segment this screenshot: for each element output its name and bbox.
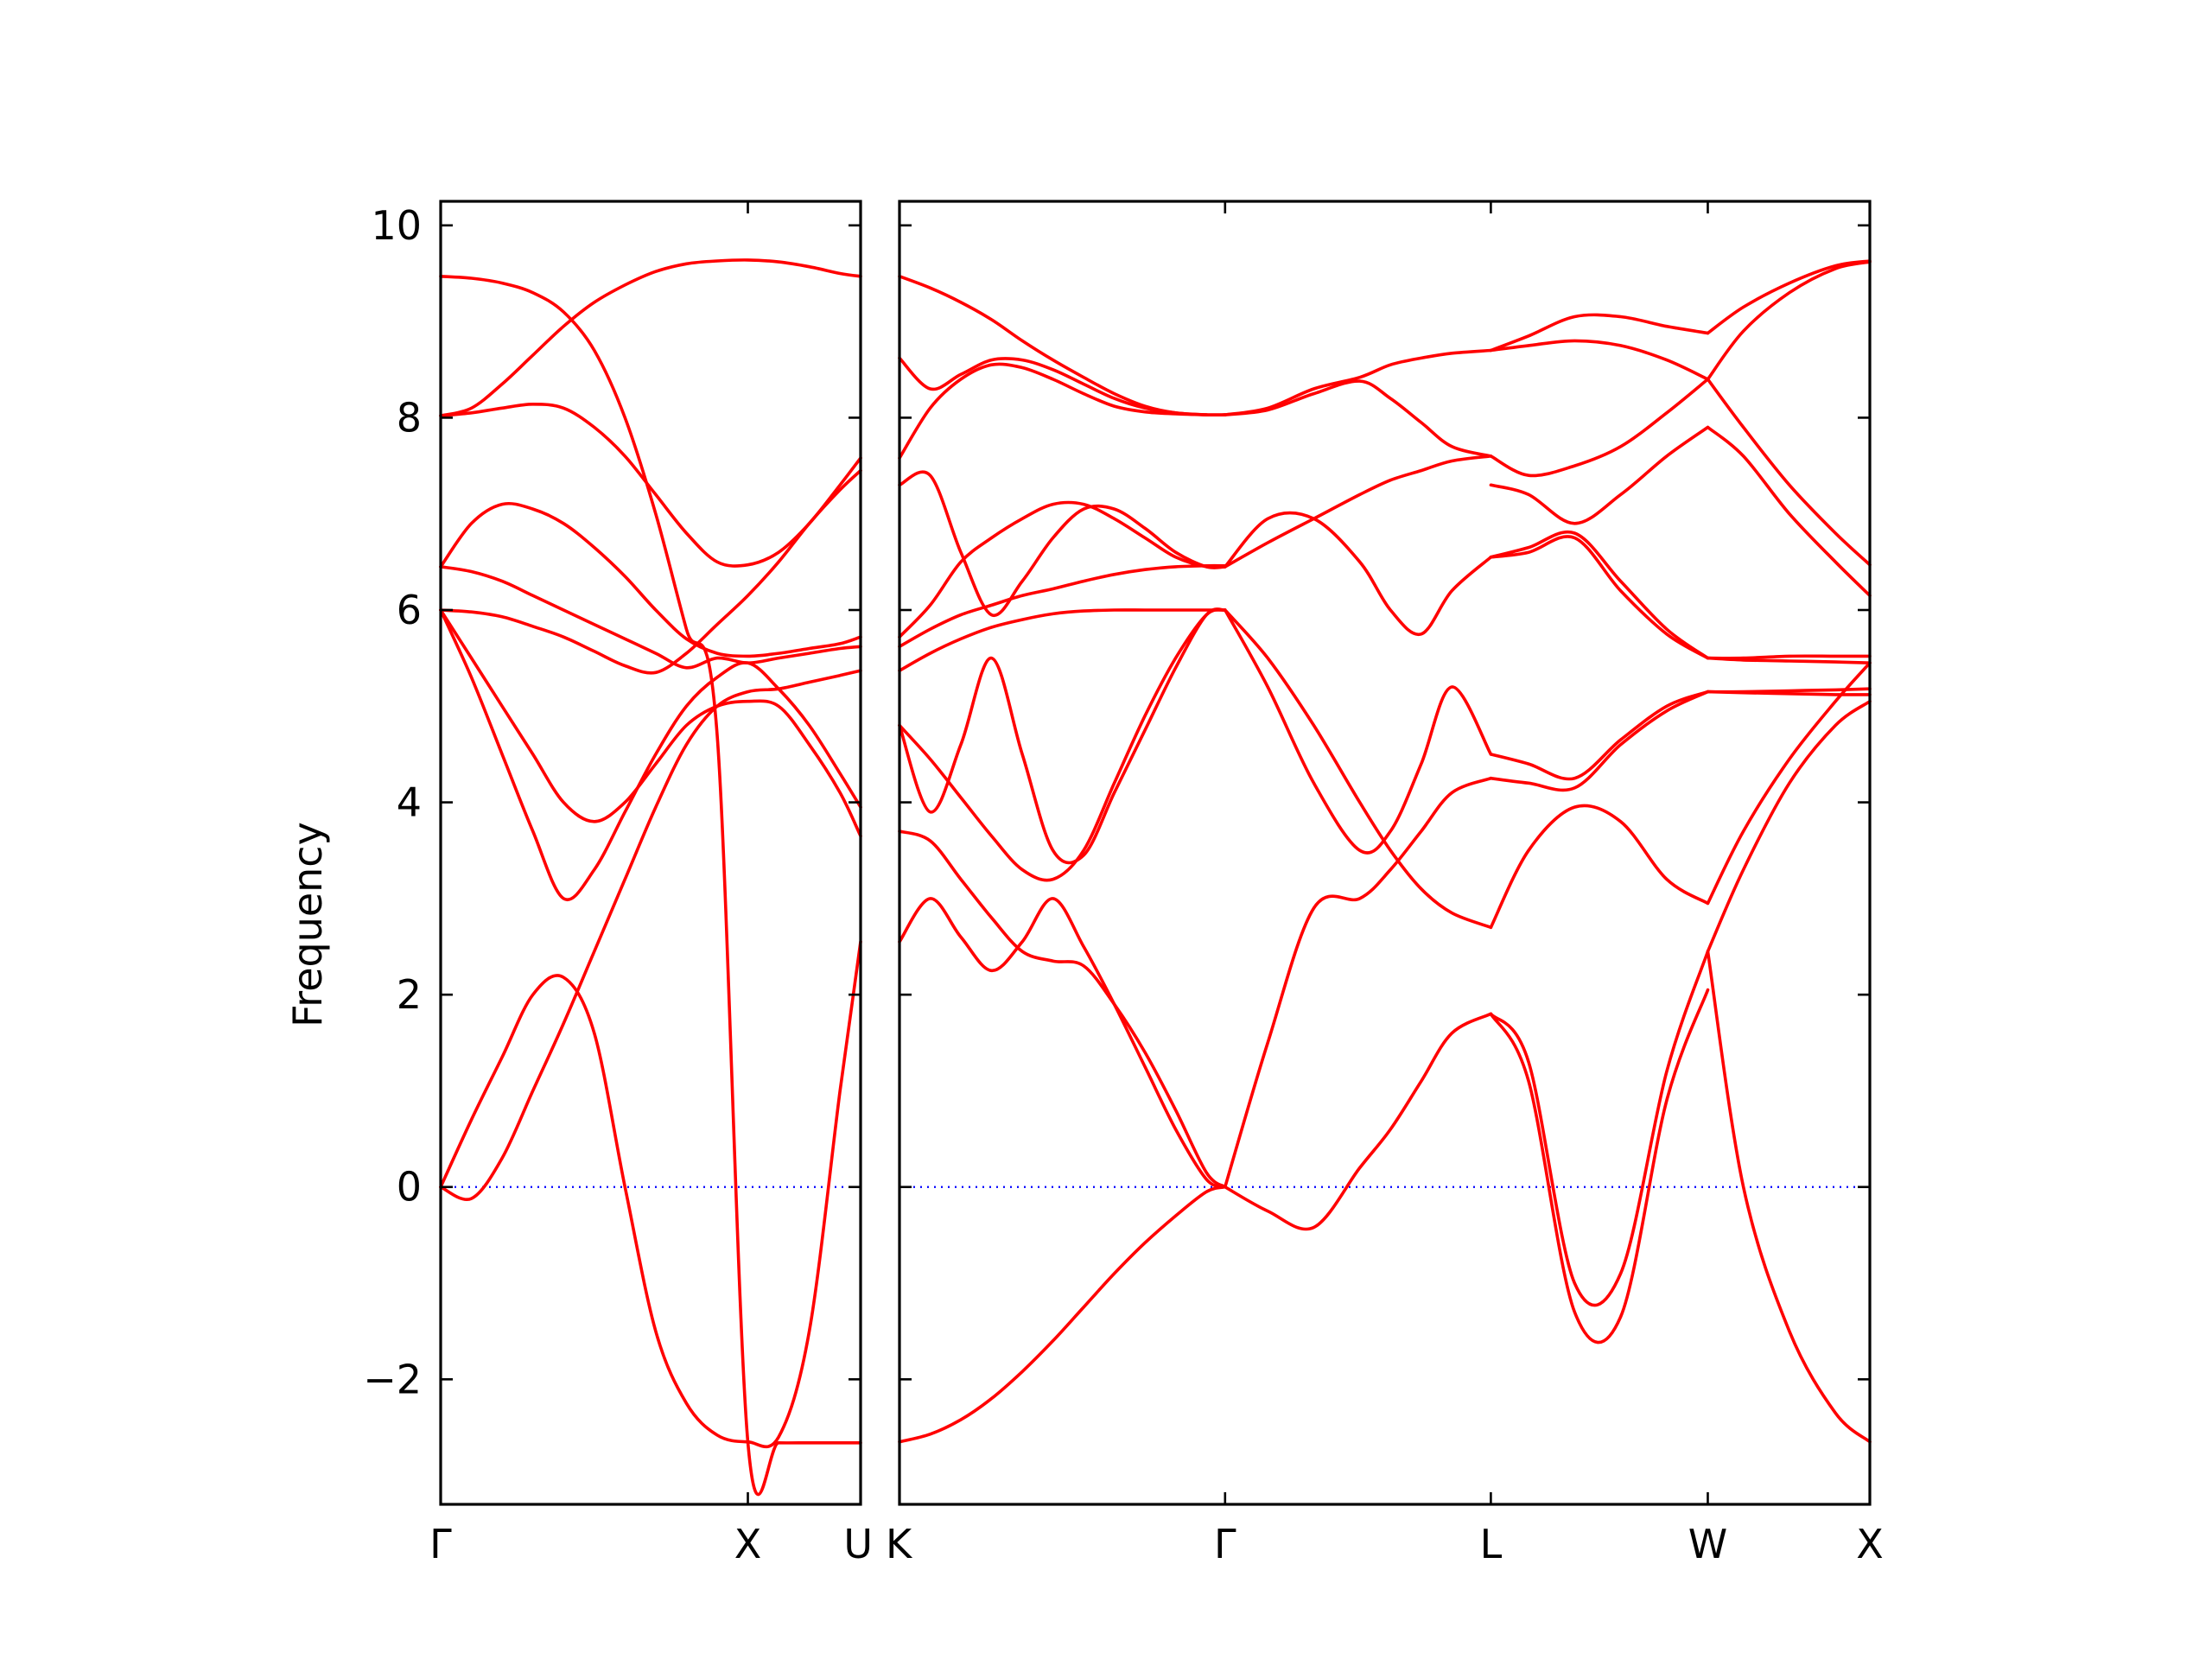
band-series-20 xyxy=(1224,1012,1493,1231)
x-tick-label: U xyxy=(843,1521,873,1567)
band-series-36 xyxy=(1706,654,1872,660)
band-series-33 xyxy=(1706,260,1872,381)
panel-frame xyxy=(439,200,862,1506)
band-series-18 xyxy=(1224,608,1493,855)
band-series-6 xyxy=(439,608,862,902)
band-series-6 xyxy=(898,563,1227,649)
y-tick-label: −2 xyxy=(363,1356,422,1402)
band-series-34 xyxy=(1706,378,1872,567)
y-tick-label: 6 xyxy=(397,587,422,633)
x-tick-label: Γ xyxy=(1214,1521,1236,1567)
panel-1: −2 0 2 4 6 8 10 Γ X U xyxy=(363,200,873,1567)
y-tick-label: 10 xyxy=(371,202,422,249)
panel-frame xyxy=(898,200,1872,1506)
band-series-15 xyxy=(1224,454,1493,569)
band-series-4 xyxy=(898,470,1227,617)
band-series-14 xyxy=(1224,379,1493,458)
y-tick-label: 4 xyxy=(397,779,422,826)
band-series-10 xyxy=(898,830,1227,1189)
band-series-3 xyxy=(898,362,1227,460)
band-series-35 xyxy=(1706,425,1872,598)
band-series-11 xyxy=(898,897,1227,1189)
y-tick-label: 8 xyxy=(397,394,422,441)
band-series-32 xyxy=(1706,259,1872,335)
y-tick-label: 0 xyxy=(397,1164,422,1211)
band-series-26 xyxy=(1489,535,1710,660)
x-tick-label: X xyxy=(734,1521,762,1567)
y-axis-label: Frequency xyxy=(284,822,331,1027)
band-series-8 xyxy=(439,669,862,1202)
band-series-31 xyxy=(1489,988,1710,1344)
x-tick-label: Γ xyxy=(429,1521,452,1567)
band-series-21 xyxy=(1489,313,1710,353)
band-series-24 xyxy=(1489,425,1710,525)
band-series-40 xyxy=(1706,661,1872,906)
band-series-27 xyxy=(1489,690,1710,781)
x-tick-label: X xyxy=(1856,1521,1884,1567)
band-series-25 xyxy=(1489,530,1710,660)
band-series-29 xyxy=(1489,804,1710,930)
band-series-37 xyxy=(1706,656,1872,664)
band-series-30 xyxy=(1489,950,1710,1307)
band-series-28 xyxy=(1489,690,1710,792)
band-series-41 xyxy=(1706,699,1872,953)
x-tick-label: W xyxy=(1688,1521,1727,1567)
panels-group: −2 0 2 4 6 8 10 Γ X U K Γ L W X xyxy=(363,200,1884,1567)
band-series-23 xyxy=(1489,378,1710,478)
band-series-5 xyxy=(439,468,862,675)
band-series-8 xyxy=(898,607,1227,865)
x-tick-label: K xyxy=(886,1521,913,1567)
y-tick-label: 2 xyxy=(397,971,422,1018)
band-series-7 xyxy=(898,608,1227,672)
band-series-3 xyxy=(439,501,862,658)
band-series-9 xyxy=(898,607,1227,882)
band-series-17 xyxy=(1224,608,1493,930)
band-series-1 xyxy=(898,275,1227,417)
band-series-7 xyxy=(439,608,862,838)
band-series-13 xyxy=(1224,348,1493,416)
x-tick-label: L xyxy=(1480,1521,1503,1567)
band-series-1 xyxy=(439,403,862,568)
band-series-42 xyxy=(1706,950,1872,1444)
band-series-22 xyxy=(1489,339,1710,381)
band-series-2 xyxy=(439,258,862,417)
band-series-19 xyxy=(1224,776,1493,1189)
band-series-4 xyxy=(439,565,862,670)
ylabel-group: Frequency xyxy=(284,822,331,1027)
band-series-12 xyxy=(898,1185,1227,1444)
band-series-5 xyxy=(898,500,1227,639)
band-series-39 xyxy=(1706,690,1872,696)
band-series-16 xyxy=(1224,511,1493,637)
band-series-9 xyxy=(439,940,862,1449)
band-series-10 xyxy=(439,275,862,1497)
